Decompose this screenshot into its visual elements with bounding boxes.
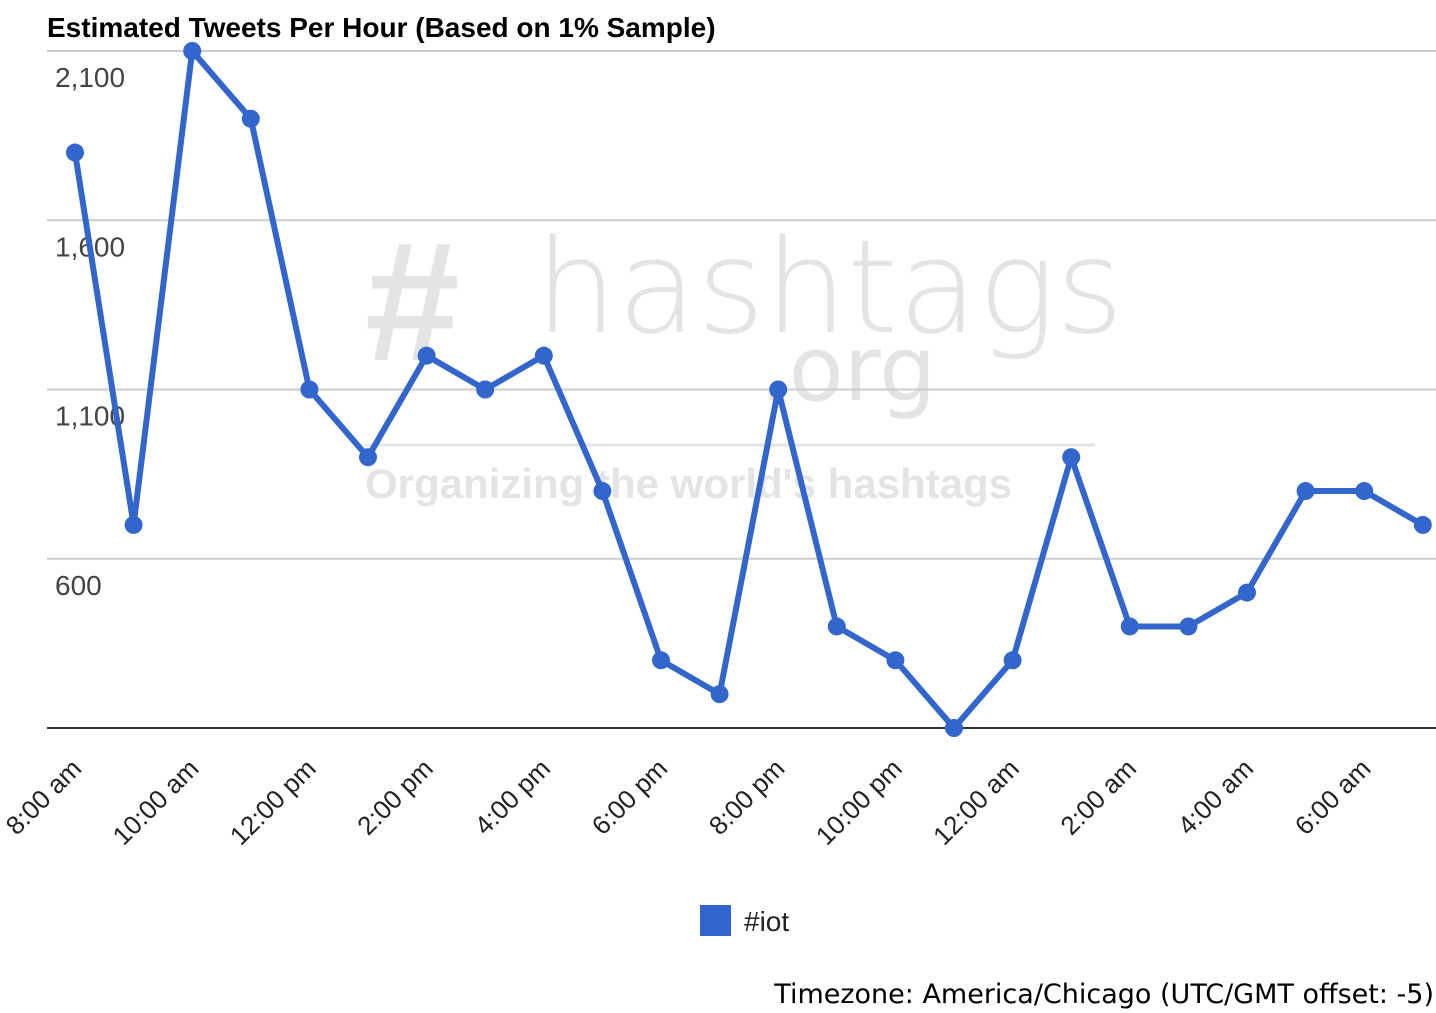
data-point	[710, 685, 729, 704]
chart-title: Estimated Tweets Per Hour (Based on 1% S…	[47, 12, 716, 43]
footer-note: Timezone: America/Chicago (UTC/GMT offse…	[773, 979, 1434, 1010]
data-point	[476, 380, 495, 399]
data-point	[593, 482, 612, 501]
y-tick-label: 600	[55, 570, 102, 601]
legend-swatch	[700, 905, 731, 936]
data-point	[1062, 448, 1081, 467]
data-point	[945, 719, 963, 737]
x-tick-label: 4:00 pm	[468, 753, 556, 841]
x-tick-label: 10:00 pm	[810, 753, 908, 851]
data-point	[300, 380, 319, 399]
data-point	[1413, 515, 1432, 534]
data-point	[827, 617, 846, 636]
x-tick-label: 2:00 am	[1054, 753, 1142, 841]
watermark-org: .org	[760, 317, 936, 422]
x-tick-label: 6:00 pm	[586, 753, 674, 841]
x-tick-label: 4:00 am	[1172, 753, 1260, 841]
data-point	[1003, 651, 1022, 670]
data-point	[66, 143, 84, 162]
data-point	[124, 515, 143, 534]
data-point	[1120, 617, 1139, 636]
watermark-slogan: Organizing the world's hashtags	[365, 460, 1012, 507]
data-point	[241, 109, 260, 128]
watermark-name: hashtags	[535, 211, 1124, 363]
x-tick-label: 2:00 pm	[351, 753, 439, 841]
data-point	[359, 448, 377, 467]
watermark: # hashtags .org Organizing the world's h…	[365, 207, 1124, 507]
x-tick-label: 12:00 pm	[224, 753, 322, 851]
x-tick-label: 8:00 am	[0, 753, 87, 841]
data-point	[1238, 583, 1256, 602]
data-point	[534, 346, 553, 365]
x-tick-label: 10:00 am	[107, 753, 205, 851]
data-point	[417, 346, 436, 365]
x-tick-label: 8:00 pm	[703, 753, 791, 841]
x-tick-label: 6:00 am	[1289, 753, 1377, 841]
data-point	[769, 380, 788, 399]
data-point	[1296, 482, 1315, 501]
data-point	[1355, 482, 1374, 501]
legend-label: #iot	[744, 906, 789, 937]
data-point	[1179, 617, 1198, 636]
x-tick-label: 12:00 am	[927, 753, 1025, 851]
y-tick-label: 2,100	[55, 62, 125, 93]
series-line	[72, 48, 1425, 731]
data-point	[652, 651, 670, 670]
data-point	[183, 42, 202, 60]
data-point	[886, 651, 905, 670]
